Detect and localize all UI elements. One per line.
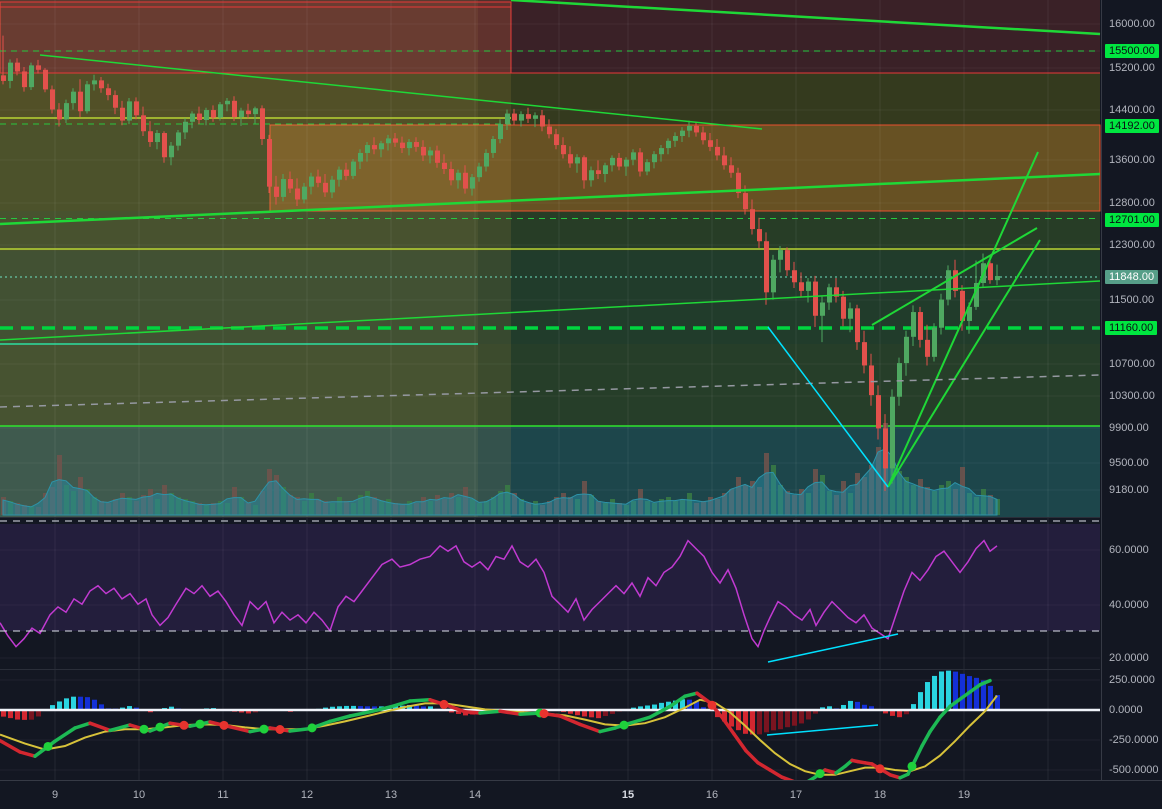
- macd-cross-up-dot: [815, 769, 825, 779]
- price-label--250.0000: -250.0000: [1109, 734, 1159, 746]
- price-label-12800.00: 12800.00: [1109, 197, 1155, 209]
- macd-cross-up-dot: [259, 724, 269, 734]
- horizontal-levels: [0, 50, 1100, 427]
- drawn-boxes: [0, 1, 1101, 212]
- recovery-steep: [887, 151, 1039, 488]
- time-label-12: 12: [300, 789, 314, 801]
- macd-lines: [0, 678, 998, 785]
- time-axis[interactable]: 9 10 11 12 13 14 15 16 17 18 19: [0, 780, 1162, 809]
- price-label-15200.00: 15200.00: [1109, 62, 1155, 74]
- time-label-14: 14: [468, 789, 482, 801]
- macd-cross-down-dot: [875, 764, 885, 774]
- macd-cross-up-dot: [43, 741, 53, 751]
- triangle-upper: [39, 54, 763, 130]
- pane-separators: [0, 517, 1100, 712]
- top-right-descending: [510, 0, 1101, 36]
- price-label-15500.00: 15500.00: [1105, 44, 1159, 58]
- price-label-16000.00: 16000.00: [1109, 18, 1155, 30]
- price-label-14192.00: 14192.00: [1105, 119, 1159, 133]
- price-label-20.0000: 20.0000: [1109, 652, 1149, 664]
- macd-cross-down-dot: [219, 720, 229, 730]
- time-label-16: 16: [705, 789, 719, 801]
- time-label-11: 11: [217, 789, 229, 801]
- macd-cross-up-dot: [307, 723, 317, 733]
- price-label-10300.00: 10300.00: [1109, 390, 1155, 402]
- macd-cross-up-dot: [195, 719, 205, 729]
- macd-cross-up-dot: [155, 722, 165, 732]
- volume-bars: [1, 423, 1000, 516]
- price-label-11160.00: 11160.00: [1105, 321, 1158, 335]
- macd-cross-up-dot: [907, 761, 917, 771]
- time-label-19: 19: [957, 789, 971, 801]
- macd-cross-down-dot: [439, 699, 449, 709]
- price-label-12701.00: 12701.00: [1105, 213, 1159, 227]
- time-label-17: 17: [789, 789, 803, 801]
- price-label-12300.00: 12300.00: [1109, 239, 1155, 251]
- rsi-pane: [0, 539, 998, 663]
- time-label-10: 10: [132, 789, 146, 801]
- price-axis[interactable]: 16000.00 15500.00 15200.00 14400.00 14192.00…: [1101, 0, 1162, 780]
- price-label-10700.00: 10700.00: [1109, 358, 1155, 370]
- time-label-15: 15: [621, 789, 635, 801]
- recovery-fan: [887, 239, 1041, 488]
- price-label-9180.00: 9180.00: [1109, 484, 1149, 496]
- candles-layer: [1, 35, 1000, 491]
- rsi-cyan-trendline: [767, 633, 899, 663]
- time-label-13: 13: [384, 789, 398, 801]
- price-label-250.0000: 250.0000: [1109, 674, 1155, 686]
- gray-dashed-trend: [0, 374, 1101, 408]
- price-label-60.0000: 60.0000: [1109, 544, 1149, 556]
- price-label--500.0000: -500.0000: [1109, 764, 1159, 776]
- volume-area: [2, 448, 998, 516]
- macd-cross-down-dot: [275, 725, 285, 734]
- macd-cross-down-dot: [539, 709, 549, 719]
- price-label-13600.00: 13600.00: [1109, 154, 1155, 166]
- price-label-40.0000: 40.0000: [1109, 599, 1149, 611]
- long-support-upper: [0, 172, 1101, 226]
- price-label-11848.00: 11848.00: [1105, 270, 1159, 284]
- macd-cross-down-dot: [179, 720, 189, 730]
- macd-cross-up-dot: [619, 720, 629, 730]
- long-support-lower: [0, 280, 1101, 341]
- macd-cross-up-dot: [139, 724, 149, 734]
- trendlines: [0, 0, 1101, 488]
- price-label-14400.00: 14400.00: [1109, 104, 1155, 116]
- resistance-box-brown: [269, 124, 1101, 212]
- price-label-9500.00: 9500.00: [1109, 457, 1149, 469]
- price-label-9900.00: 9900.00: [1109, 422, 1149, 434]
- macd-cyan-trendline: [766, 724, 879, 736]
- macd-cross-down-dot: [707, 700, 717, 710]
- price-label-11500.00: 11500.00: [1109, 294, 1155, 306]
- recovery-mid: [871, 227, 1038, 326]
- rsi-line: [0, 539, 998, 649]
- cyan-breakdown: [767, 326, 889, 488]
- rsi-band: [0, 524, 1100, 631]
- price-label-0.0000: 0.0000: [1109, 704, 1143, 716]
- time-label-9: 9: [51, 789, 59, 801]
- time-label-18: 18: [873, 789, 887, 801]
